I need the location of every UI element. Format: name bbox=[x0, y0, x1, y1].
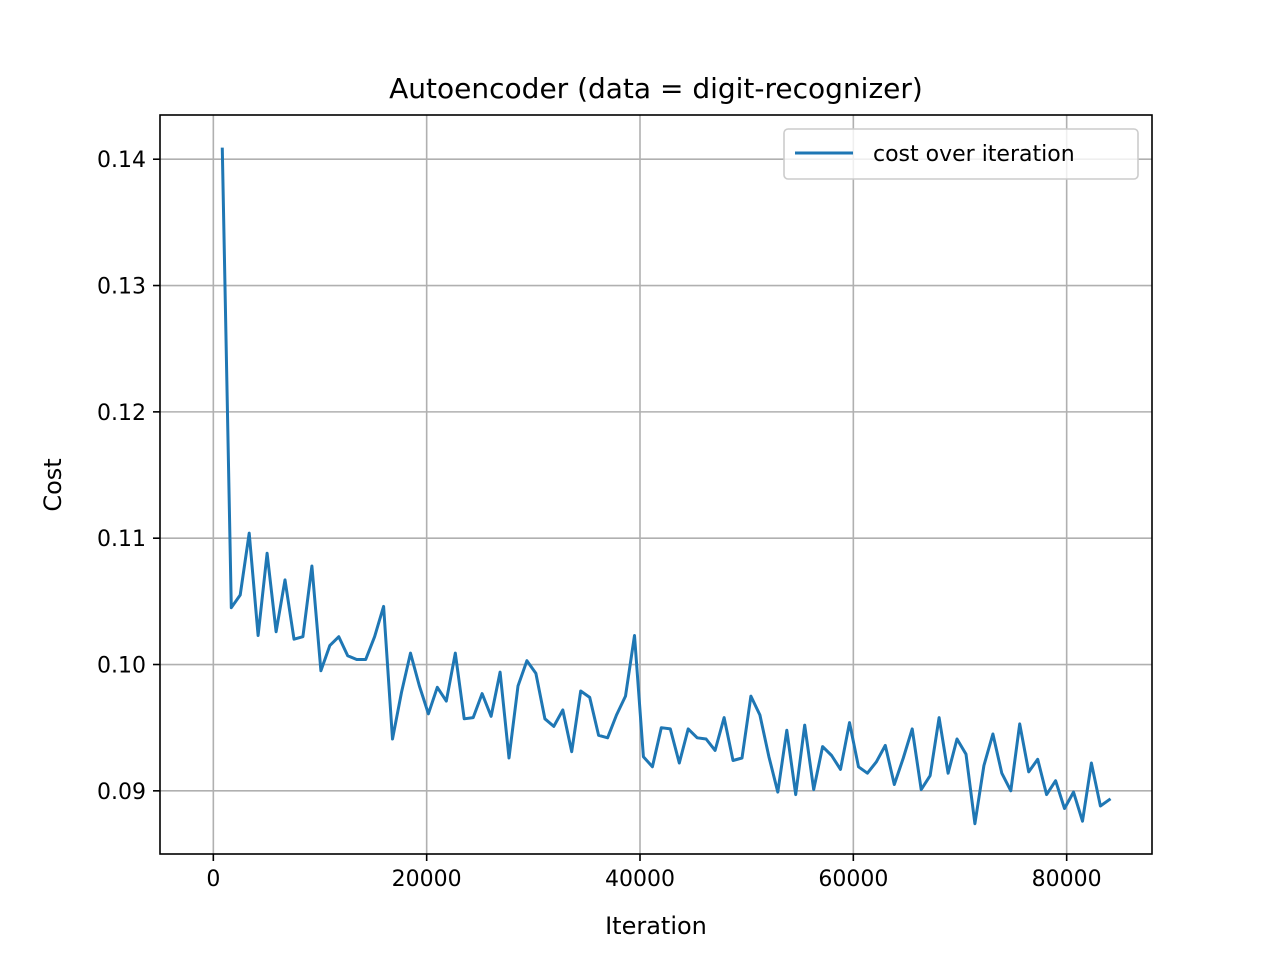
series-line-cost bbox=[220, 147, 1112, 826]
y-tick-label: 0.14 bbox=[97, 148, 146, 173]
y-tick-label: 0.13 bbox=[97, 275, 146, 300]
y-tick-label: 0.10 bbox=[97, 654, 146, 679]
legend: cost over iteration bbox=[783, 128, 1139, 180]
x-tick-label: 0 bbox=[206, 867, 220, 892]
x-axis-label: Iteration bbox=[605, 912, 707, 940]
x-tick-label: 20000 bbox=[392, 867, 462, 892]
y-tick-label: 0.12 bbox=[97, 401, 146, 426]
y-tick-label: 0.09 bbox=[97, 780, 146, 805]
series-layer bbox=[220, 147, 1112, 826]
y-tick-label: 0.11 bbox=[97, 527, 146, 552]
x-tick-label: 40000 bbox=[605, 867, 675, 892]
x-tick-label: 80000 bbox=[1032, 867, 1102, 892]
plot-frame bbox=[159, 114, 1153, 855]
chart-title: Autoencoder (data = digit-recognizer) bbox=[389, 72, 923, 105]
x-tick-label: 60000 bbox=[818, 867, 888, 892]
legend-label: cost over iteration bbox=[873, 142, 1075, 167]
axis-ticks: 0 20000 40000 60000 80000 0.09 0.10 0.11 0.12 0.1… bbox=[97, 148, 1102, 892]
y-axis-label: Cost bbox=[39, 458, 67, 511]
legend-box bbox=[783, 128, 1139, 180]
